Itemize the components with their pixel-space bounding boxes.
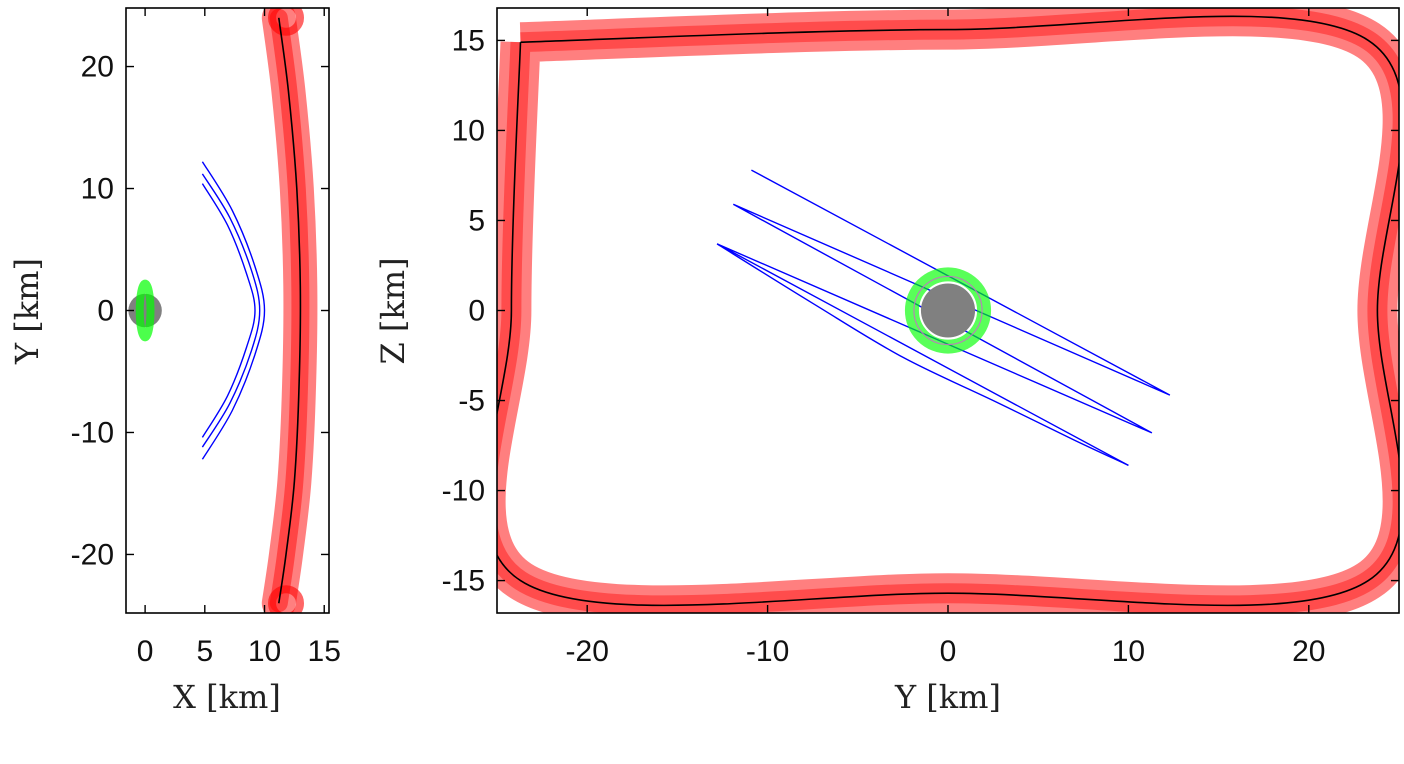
xy-y-tick-label: 20 — [81, 51, 114, 84]
xy-boundary-end-marker — [268, 8, 305, 36]
xy-x-axis-label: X [km] — [173, 678, 281, 716]
yz-y-tick-label: 10 — [452, 114, 485, 147]
yz-ticks: -20 -10 0 10 20 -15 -10 -5 0 5 10 15 — [442, 8, 1399, 668]
xy-trajectory-arc — [201, 161, 266, 460]
xy-trajectory-arc — [201, 183, 256, 438]
xy-boundary-line — [278, 17, 302, 604]
yz-y-tick-label: 5 — [468, 204, 485, 237]
xy-y-axis-label: Y [km] — [8, 258, 46, 365]
xy-sphere-ring — [135, 279, 155, 342]
xy-y-tick-label: -10 — [71, 416, 114, 449]
yz-x-tick-label: -20 — [566, 635, 609, 668]
yz-y-tick-label: -10 — [442, 475, 485, 508]
xy-plot-marks — [128, 8, 318, 613]
yz-x-axis-label: Y [km] — [894, 678, 1001, 716]
xy-y-tick-label: 0 — [97, 295, 114, 328]
xy-trajectory-arc — [201, 173, 261, 448]
yz-x-tick-label: 10 — [1112, 635, 1145, 668]
yz-y-axis-label: Z [km] — [374, 257, 412, 364]
yz-boundary-line — [497, 15, 1399, 607]
yz-y-tick-label: -5 — [458, 385, 485, 418]
xy-panel: 0 5 10 15 -20 -10 0 10 20 X [km] Y [km] — [8, 7, 341, 716]
xy-y-tick-label: 10 — [81, 173, 114, 206]
xy-y-tick-label: -20 — [71, 538, 114, 571]
yz-trajectory-curve — [716, 243, 1129, 467]
yz-central-body — [920, 283, 976, 338]
xy-x-tick-label: 0 — [137, 635, 154, 668]
yz-plot-marks — [497, 8, 1399, 613]
yz-sphere-ring — [904, 267, 992, 354]
xy-ticks: 0 5 10 15 -20 -10 0 10 20 — [71, 8, 341, 668]
xy-x-tick-label: 5 — [196, 635, 213, 668]
xy-boundary-end-marker — [268, 585, 305, 613]
yz-y-tick-label: -15 — [442, 565, 485, 598]
yz-y-tick-label: 0 — [468, 295, 485, 328]
yz-x-tick-label: 0 — [940, 635, 957, 668]
yz-y-tick-label: 15 — [452, 24, 485, 57]
yz-sphere-thin-ring — [913, 275, 983, 346]
xy-x-tick-label: 10 — [248, 635, 281, 668]
yz-x-tick-label: 20 — [1292, 635, 1325, 668]
yz-panel: -20 -10 0 10 20 -15 -10 -5 0 5 10 15 Y [km] Z [km] — [374, 7, 1400, 716]
yz-x-tick-label: -10 — [746, 635, 789, 668]
xy-x-tick-label: 15 — [308, 635, 341, 668]
